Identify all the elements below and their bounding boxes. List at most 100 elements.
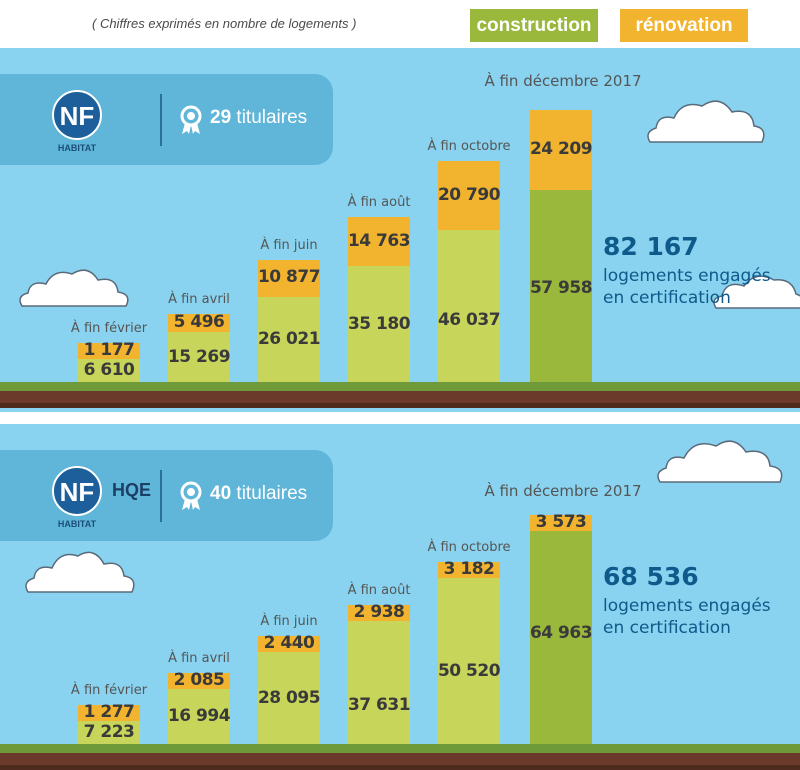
- certification-box: NF HABITAT 29 titulaires: [0, 74, 333, 165]
- bar-construction: [78, 721, 140, 745]
- titulaires-count: 40: [210, 483, 232, 504]
- total-caption-line2: en certification: [603, 618, 731, 638]
- bar-construction: [258, 296, 320, 383]
- award-icon: [180, 105, 202, 134]
- bar-construction: [168, 688, 230, 745]
- bar-construction: [168, 332, 230, 383]
- category-label: À fin avril: [168, 292, 230, 307]
- bar-construction: [348, 266, 410, 383]
- cloud-icon: [657, 440, 783, 483]
- value-label-renovation: 14 763: [347, 230, 411, 251]
- total-caption-line1: logements engagés: [603, 266, 771, 286]
- bar-renovation: [348, 217, 410, 267]
- titulaires-label: titulaires: [236, 107, 308, 128]
- cloud-icon: [19, 269, 129, 307]
- value-label-renovation: 2 085: [173, 669, 225, 690]
- award-icon: [180, 481, 202, 510]
- category-label: À fin juin: [260, 238, 318, 254]
- final-period-label: À fin décembre 2017: [484, 72, 642, 90]
- ground-strip: [0, 744, 800, 770]
- separator: [160, 470, 162, 522]
- value-label-construction: 64 963: [529, 622, 593, 643]
- bar-renovation: [348, 604, 410, 621]
- bar-construction: [348, 620, 410, 745]
- total-value: 82 167: [603, 232, 699, 261]
- bar-renovation: [168, 672, 230, 689]
- titulaires-text: 29 titulaires: [210, 107, 307, 129]
- bar-construction: [530, 190, 592, 383]
- total-caption-line2: en certification: [603, 288, 731, 308]
- nf-habitat-logo: NF HABITAT: [52, 90, 102, 153]
- bar-renovation: [438, 160, 500, 231]
- value-label-renovation: 20 790: [437, 184, 501, 205]
- bar-construction: [258, 652, 320, 745]
- value-label-construction: 37 631: [347, 694, 411, 715]
- bar-renovation: [168, 314, 230, 333]
- value-label-construction: 7 223: [83, 722, 135, 742]
- value-label-renovation: 2 440: [263, 633, 315, 654]
- value-label-renovation: 2 938: [353, 601, 405, 622]
- bar-renovation: [78, 705, 140, 721]
- titulaires-count: 29: [210, 107, 232, 128]
- units-note: ( Chiffres exprimés en nombre de logemen…: [92, 16, 357, 31]
- bar-renovation: [258, 260, 320, 297]
- panel-nf-hqe-habitat: NF HABITAT HQE 40 titulaires À fin décem…: [0, 424, 800, 770]
- total-caption: logements engagés en certification: [603, 595, 793, 639]
- category-label: À fin octobre: [427, 540, 511, 556]
- category-label: À fin août: [347, 195, 411, 211]
- bar-renovation: [530, 110, 592, 191]
- value-label-construction: 46 037: [437, 309, 501, 330]
- logo-nf-text: NF: [60, 101, 95, 131]
- legend-renovation: rénovation: [620, 9, 748, 42]
- panel-divider: [0, 412, 800, 424]
- category-label: À fin février: [70, 321, 148, 336]
- hqe-logo: HQE: [112, 480, 152, 500]
- value-label-construction: 6 610: [83, 360, 135, 380]
- category-label: À fin avril: [168, 650, 230, 666]
- legend-construction: construction: [470, 9, 598, 42]
- value-label-construction: 15 269: [167, 346, 231, 367]
- bar-construction: [530, 530, 592, 745]
- logo-nf-text: NF: [60, 477, 95, 507]
- ground-strip: [0, 382, 800, 408]
- bar-renovation: [438, 562, 500, 579]
- bar-renovation: [530, 514, 592, 531]
- separator: [160, 94, 162, 146]
- value-label-renovation: 10 877: [257, 267, 321, 288]
- titulaires-label: titulaires: [236, 483, 308, 504]
- category-label: À fin juin: [260, 614, 318, 630]
- value-label-construction: 57 958: [529, 277, 593, 298]
- bar-renovation: [78, 343, 140, 359]
- nf-habitat-logo: NF HABITAT: [52, 466, 102, 529]
- header: ( Chiffres exprimés en nombre de logemen…: [0, 0, 800, 48]
- certification-box: NF HABITAT HQE 40 titulaires: [0, 450, 333, 541]
- titulaires-text: 40 titulaires: [210, 483, 307, 505]
- total-value: 68 536: [603, 562, 699, 591]
- total-caption-line1: logements engagés: [603, 596, 771, 616]
- bar-construction: [78, 359, 140, 383]
- value-label-renovation: 5 496: [173, 312, 225, 333]
- logo-habitat-text: HABITAT: [58, 519, 97, 529]
- total-caption: logements engagés en certification: [603, 265, 793, 309]
- category-label: À fin octobre: [427, 138, 511, 154]
- value-label-renovation: 3 573: [535, 511, 587, 532]
- cloud-icon: [647, 100, 765, 143]
- final-period-label: À fin décembre 2017: [484, 482, 642, 500]
- value-label-renovation: 3 182: [443, 559, 495, 580]
- category-label: À fin février: [70, 683, 148, 698]
- value-label-construction: 26 021: [257, 328, 321, 349]
- value-label-construction: 16 994: [167, 705, 231, 726]
- value-label-construction: 28 095: [257, 687, 321, 708]
- value-label-construction: 35 180: [347, 313, 411, 334]
- value-label-renovation: 24 209: [529, 139, 593, 160]
- panel-nf-habitat: NF HABITAT 29 titulaires À fin décembre …: [0, 48, 800, 412]
- logo-habitat-text: HABITAT: [58, 143, 97, 153]
- category-label: À fin août: [347, 582, 411, 598]
- value-label-renovation: 1 177: [83, 340, 135, 360]
- value-label-construction: 50 520: [437, 660, 501, 681]
- bar-construction: [438, 578, 500, 745]
- cloud-icon: [25, 551, 135, 593]
- value-label-renovation: 1 277: [83, 702, 135, 722]
- bar-construction: [438, 230, 500, 383]
- bar-renovation: [258, 636, 320, 653]
